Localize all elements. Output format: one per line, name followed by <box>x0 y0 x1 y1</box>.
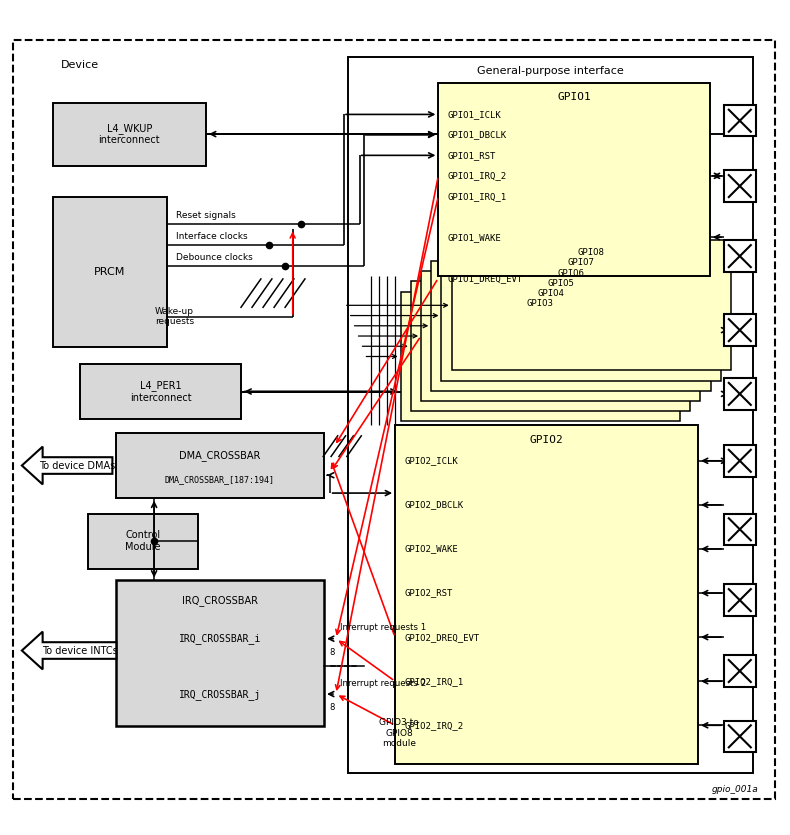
Text: To device INTCs: To device INTCs <box>42 645 118 655</box>
Text: IRQ_CROSSBAR_i: IRQ_CROSSBAR_i <box>179 633 261 644</box>
Text: GPIO1_DREQ_EVT: GPIO1_DREQ_EVT <box>448 274 523 283</box>
FancyBboxPatch shape <box>452 240 731 370</box>
Text: L4_WKUP
interconnect: L4_WKUP interconnect <box>99 123 160 145</box>
FancyBboxPatch shape <box>80 364 242 419</box>
Text: IRQ_CROSSBAR: IRQ_CROSSBAR <box>182 595 258 605</box>
Text: GPIO5: GPIO5 <box>547 279 574 288</box>
Text: Inrerrupt requests 1: Inrerrupt requests 1 <box>340 624 426 632</box>
Text: GPIO1_IRQ_1: GPIO1_IRQ_1 <box>448 192 507 200</box>
Text: 8: 8 <box>329 704 335 712</box>
Text: DMA_CROSSBAR_[187:194]: DMA_CROSSBAR_[187:194] <box>165 475 275 484</box>
Text: DMA_CROSSBAR: DMA_CROSSBAR <box>179 450 261 461</box>
Text: Debounce clocks: Debounce clocks <box>176 253 253 262</box>
Text: GPIO2_ICLK: GPIO2_ICLK <box>404 456 458 465</box>
Text: General-purpose interface: General-purpose interface <box>477 67 624 76</box>
FancyBboxPatch shape <box>115 433 324 498</box>
Text: GPIO2: GPIO2 <box>529 435 563 445</box>
Text: 8: 8 <box>329 648 335 657</box>
Text: GPIO2_RST: GPIO2_RST <box>404 589 453 598</box>
Text: To device DMAs: To device DMAs <box>40 461 115 470</box>
FancyBboxPatch shape <box>431 261 711 391</box>
Polygon shape <box>22 447 112 484</box>
Text: GPIO2_DREQ_EVT: GPIO2_DREQ_EVT <box>404 633 480 641</box>
FancyBboxPatch shape <box>438 83 710 276</box>
FancyBboxPatch shape <box>724 170 755 202</box>
Text: GPIO2_DBCLK: GPIO2_DBCLK <box>404 500 464 509</box>
Text: GPIO4: GPIO4 <box>537 289 564 298</box>
Text: gpio_001a: gpio_001a <box>712 785 758 794</box>
Text: GPIO1_WAKE: GPIO1_WAKE <box>448 233 502 241</box>
FancyBboxPatch shape <box>724 378 755 410</box>
Text: GPIO1_IRQ_2: GPIO1_IRQ_2 <box>448 171 507 180</box>
FancyBboxPatch shape <box>724 655 755 686</box>
FancyBboxPatch shape <box>724 314 755 346</box>
FancyBboxPatch shape <box>115 580 324 726</box>
Text: Device: Device <box>60 59 99 69</box>
FancyBboxPatch shape <box>395 425 698 764</box>
Text: GPIO1: GPIO1 <box>557 93 591 103</box>
Text: GPIO1_ICLK: GPIO1_ICLK <box>448 110 502 119</box>
Text: GPIO1_DBCLK: GPIO1_DBCLK <box>448 130 507 139</box>
Text: GPIO6: GPIO6 <box>558 269 585 278</box>
Text: GPIO2_IRQ_1: GPIO2_IRQ_1 <box>404 676 464 686</box>
Text: GPIO8: GPIO8 <box>578 248 605 257</box>
Polygon shape <box>22 631 116 670</box>
FancyBboxPatch shape <box>421 271 701 401</box>
Text: PRCM: PRCM <box>94 267 126 277</box>
FancyBboxPatch shape <box>724 105 755 136</box>
Text: GPIO1_RST: GPIO1_RST <box>448 151 496 159</box>
FancyBboxPatch shape <box>53 197 167 347</box>
Text: Interface clocks: Interface clocks <box>176 232 248 241</box>
Text: Control
Module: Control Module <box>126 530 161 552</box>
Text: GPIO2_WAKE: GPIO2_WAKE <box>404 544 458 554</box>
Text: Reset signals: Reset signals <box>176 211 236 220</box>
Text: GPIO3 to
GPIO8
module: GPIO3 to GPIO8 module <box>379 718 419 748</box>
FancyBboxPatch shape <box>724 240 755 272</box>
FancyBboxPatch shape <box>724 721 755 752</box>
FancyBboxPatch shape <box>348 57 753 773</box>
FancyBboxPatch shape <box>442 250 721 381</box>
Text: GPIO3: GPIO3 <box>527 300 554 308</box>
FancyBboxPatch shape <box>88 514 198 569</box>
Text: IRQ_CROSSBAR_j: IRQ_CROSSBAR_j <box>179 689 261 700</box>
FancyBboxPatch shape <box>724 514 755 545</box>
FancyBboxPatch shape <box>411 281 690 411</box>
Text: Wake-up
requests: Wake-up requests <box>155 307 194 326</box>
Text: Inrerrupt requests 2: Inrerrupt requests 2 <box>340 679 426 688</box>
Text: GPIO2_IRQ_2: GPIO2_IRQ_2 <box>404 721 464 730</box>
FancyBboxPatch shape <box>401 291 680 422</box>
Text: GPIO7: GPIO7 <box>568 259 595 267</box>
Text: L4_PER1
interconnect: L4_PER1 interconnect <box>130 380 192 402</box>
FancyBboxPatch shape <box>53 103 206 165</box>
FancyBboxPatch shape <box>724 584 755 616</box>
FancyBboxPatch shape <box>724 445 755 477</box>
